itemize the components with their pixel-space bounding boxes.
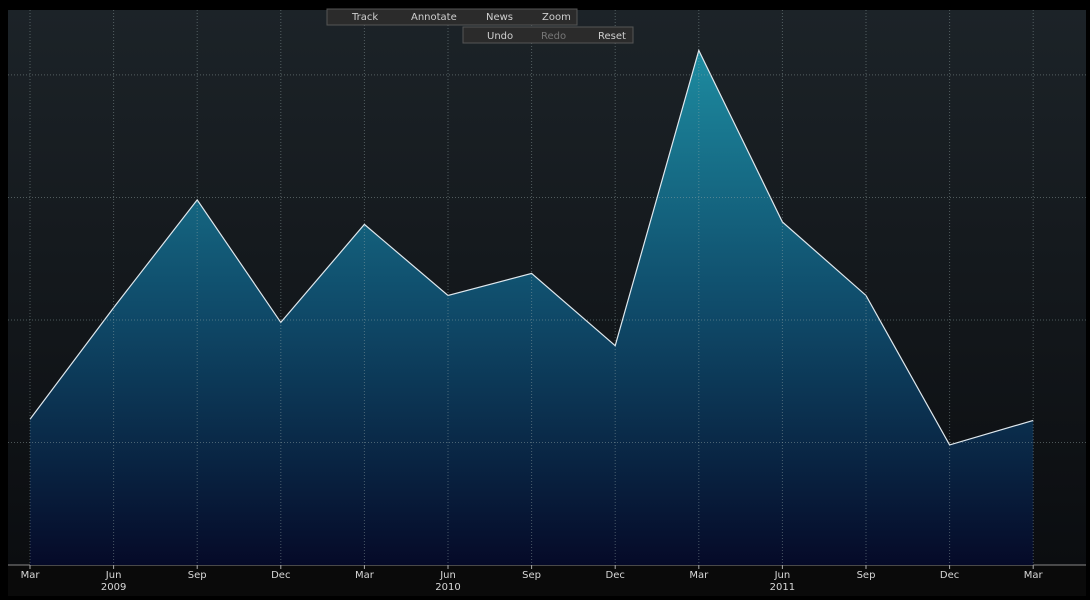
x-tick-label: Mar bbox=[689, 570, 709, 581]
x-tick-label: Jun bbox=[105, 570, 122, 581]
x-tick-label: Mar bbox=[21, 570, 41, 581]
x-tick-label: Mar bbox=[355, 570, 375, 581]
reset-button[interactable]: Reset bbox=[598, 31, 626, 42]
x-tick-label: Dec bbox=[606, 570, 625, 581]
x-year-label: 2011 bbox=[770, 582, 795, 593]
redo-button[interactable]: Redo bbox=[541, 31, 566, 42]
annotate-button[interactable]: Annotate bbox=[411, 12, 457, 23]
x-tick-label: Jun bbox=[774, 570, 791, 581]
toolbar: Track Annotate News Zoom Undo Redo Reset bbox=[326, 8, 634, 44]
zoom-button[interactable]: Zoom bbox=[542, 12, 571, 23]
x-tick-label: Dec bbox=[271, 570, 290, 581]
x-year-label: 2009 bbox=[101, 582, 126, 593]
x-tick-label: Sep bbox=[857, 570, 876, 581]
track-button[interactable]: Track bbox=[351, 12, 378, 23]
axis-strip bbox=[8, 565, 1086, 596]
x-tick-label: Sep bbox=[522, 570, 541, 581]
area-line bbox=[29, 48, 1034, 446]
toolbar-bg bbox=[326, 8, 578, 26]
x-year-label: 2010 bbox=[435, 582, 460, 593]
x-tick-label: Dec bbox=[940, 570, 959, 581]
x-tick-label: Mar bbox=[1024, 570, 1044, 581]
area-fill bbox=[30, 50, 1034, 565]
undo-button[interactable]: Undo bbox=[487, 31, 513, 42]
toolbar2-bg bbox=[462, 26, 634, 44]
x-tick-label: Jun bbox=[439, 570, 456, 581]
news-button[interactable]: News bbox=[486, 12, 513, 23]
x-tick-label: Sep bbox=[188, 570, 207, 581]
